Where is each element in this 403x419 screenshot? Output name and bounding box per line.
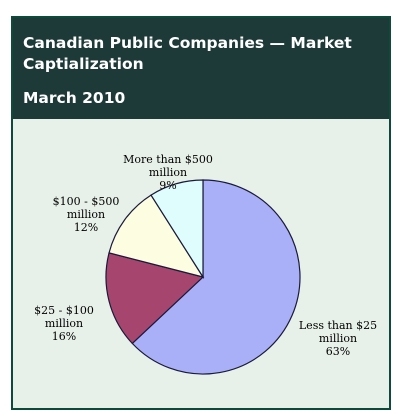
slice-less-than-25m: [131, 179, 301, 375]
chart-panel: Canadian Public Companies — Market Capti…: [11, 16, 391, 410]
slice-label: More than $500 million 9%: [123, 153, 213, 192]
slice-label: $25 - $100 million 16%: [34, 304, 94, 343]
slice-25-100m: [105, 252, 205, 345]
chart-title: Canadian Public Companies — Market Capti…: [23, 34, 352, 73]
chart-subtitle: March 2010: [23, 89, 126, 107]
slice-label: Less than $25 million 63%: [299, 319, 377, 358]
pie-chart: Less than $25 million 63% $25 - $100 million…: [34, 153, 377, 375]
chart-header: Canadian Public Companies — Market Capti…: [13, 18, 389, 119]
slice-more-than-500m: [150, 179, 204, 280]
slice-100-500m: [108, 194, 205, 278]
slice-label: $100 - $500 million 12%: [53, 195, 120, 234]
